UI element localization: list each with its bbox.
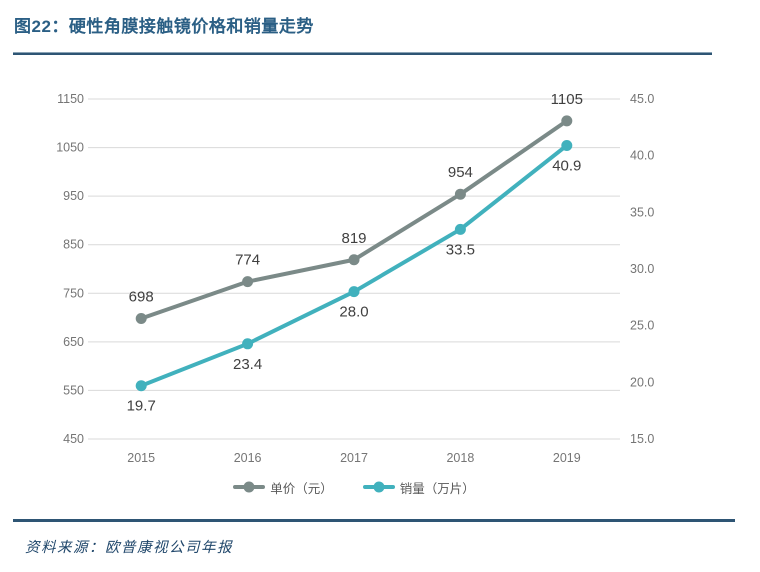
- y-axis-tick-right: 25.0: [630, 319, 654, 333]
- data-label: 19.7: [127, 398, 156, 415]
- data-point: [454, 223, 466, 235]
- data-point: [454, 188, 466, 200]
- y-axis-tick-right: 35.0: [630, 205, 654, 219]
- chart-canvas: 450 550 650 750 850 950 1050 1150 15.0 20.0 25.0 30…: [56, 91, 654, 465]
- price-series-marker-icon: [233, 485, 266, 489]
- y-axis-tick-left: 750: [63, 286, 84, 300]
- x-axis-tick: 2016: [234, 451, 262, 465]
- data-label: 819: [341, 230, 366, 247]
- data-point: [348, 286, 360, 298]
- data-point: [561, 139, 573, 151]
- y-axis-tick-left: 850: [63, 238, 84, 252]
- legend-label-price: 单价（元）: [270, 481, 333, 496]
- y-axis-tick-left: 1050: [56, 141, 84, 155]
- legend-item-price: 单价（元）: [233, 478, 333, 497]
- x-axis-tick: 2018: [446, 451, 474, 465]
- data-point: [561, 115, 573, 127]
- data-point: [348, 254, 360, 266]
- data-point: [242, 276, 254, 288]
- data-label: 1105: [551, 91, 583, 108]
- source-note: 资料来源：欧普康视公司年报: [25, 540, 233, 556]
- volume-series-marker-icon: [362, 485, 395, 489]
- y-axis-tick-left: 650: [63, 335, 84, 349]
- legend-item-volume: 销量（万片）: [362, 478, 475, 497]
- series-line-1: [139, 143, 569, 388]
- figure-title: 图22：硬性角膜接触镜价格和销量走势: [14, 17, 314, 36]
- title-divider: [13, 52, 712, 55]
- data-label: 954: [448, 164, 473, 181]
- x-axis-tick: 2015: [127, 451, 155, 465]
- y-axis-tick-right: 20.0: [630, 375, 654, 389]
- y-axis-tick-right: 40.0: [630, 149, 654, 163]
- x-axis-tick: 2017: [340, 451, 368, 465]
- data-point: [135, 313, 147, 325]
- data-point: [242, 338, 254, 350]
- y-axis-tick-left: 450: [63, 432, 84, 446]
- data-point: [135, 380, 147, 392]
- legend-label-volume: 销量（万片）: [399, 481, 475, 496]
- y-axis-tick-left: 1150: [57, 92, 84, 106]
- y-axis-tick-right: 45.0: [630, 92, 654, 106]
- data-label: 28.0: [339, 304, 368, 321]
- y-axis-tick-left: 950: [63, 189, 84, 203]
- data-label: 698: [129, 289, 154, 306]
- y-axis-tick-right: 30.0: [630, 262, 654, 276]
- y-axis-tick-right: 15.0: [630, 432, 654, 446]
- line-chart: 450 550 650 750 850 950 1050 1150 15.0 20.0 25.0 30…: [0, 60, 760, 475]
- data-label: 774: [235, 252, 260, 269]
- data-label: 40.9: [552, 157, 581, 174]
- x-axis-tick: 2019: [553, 451, 581, 465]
- footer-divider: [13, 519, 735, 522]
- chart-legend: 单价（元） 销量（万片）: [88, 475, 620, 499]
- y-axis-tick-left: 550: [63, 383, 84, 397]
- data-label: 33.5: [446, 241, 475, 258]
- data-label: 23.4: [233, 356, 262, 373]
